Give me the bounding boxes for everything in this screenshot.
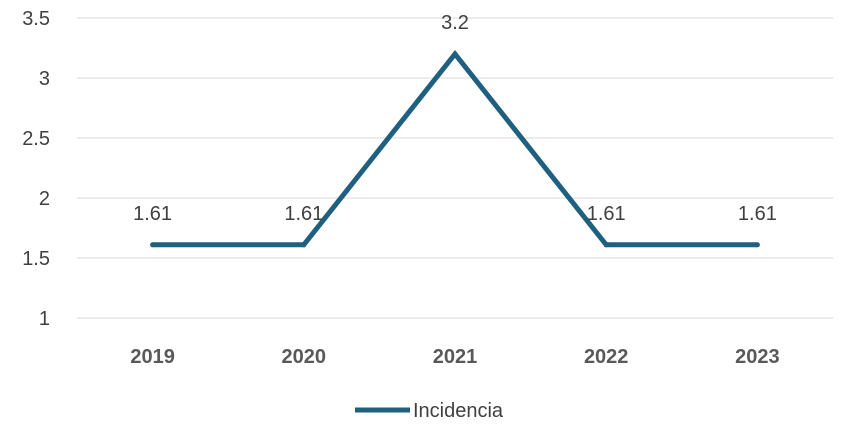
y-axis: 1 1.5 2 2.5 3 3.5 xyxy=(22,8,50,330)
data-point xyxy=(603,242,609,248)
x-tick-label: 2020 xyxy=(282,346,327,368)
series-line xyxy=(152,49,758,248)
data-point xyxy=(150,242,156,248)
data-point xyxy=(452,51,458,57)
data-label: 1.61 xyxy=(738,203,777,225)
y-tick-label: 1.5 xyxy=(22,248,50,270)
x-tick-label: 2019 xyxy=(130,346,175,368)
series-layer xyxy=(150,49,760,248)
x-axis: 2019 2020 2021 2022 2023 xyxy=(130,346,779,368)
gridlines xyxy=(77,17,833,319)
data-label: 3.2 xyxy=(441,12,469,34)
x-tick-label: 2021 xyxy=(433,346,478,368)
data-labels: 1.61 1.61 3.2 1.61 1.61 xyxy=(133,12,777,225)
legend-label: Incidencia xyxy=(413,400,504,422)
x-tick-label: 2022 xyxy=(584,346,629,368)
y-tick-label: 3.5 xyxy=(22,8,50,30)
data-label: 1.61 xyxy=(284,203,323,225)
x-tick-label: 2023 xyxy=(735,346,780,368)
data-label: 1.61 xyxy=(587,203,626,225)
data-label: 1.61 xyxy=(133,203,172,225)
y-tick-label: 2.5 xyxy=(22,128,50,150)
data-point xyxy=(301,242,307,248)
y-tick-label: 2 xyxy=(39,188,50,210)
y-tick-label: 3 xyxy=(39,68,50,90)
y-tick-label: 1 xyxy=(39,308,50,330)
legend: Incidencia xyxy=(355,400,504,422)
data-point xyxy=(754,242,760,248)
